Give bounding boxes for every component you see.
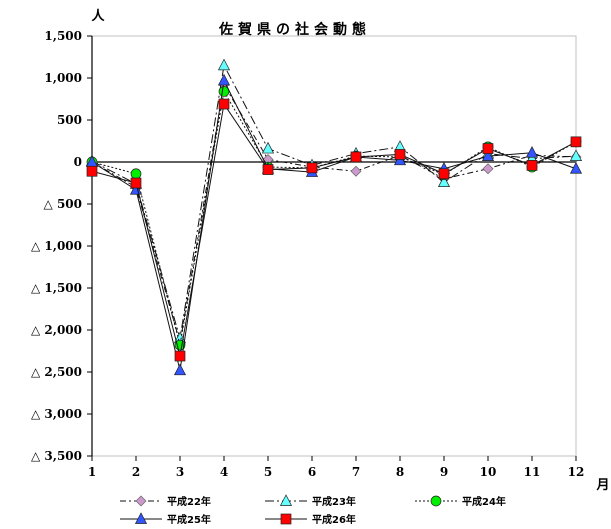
data-point	[261, 141, 275, 154]
data-point	[306, 162, 318, 174]
legend-label: 平成26年	[312, 513, 356, 526]
data-point	[569, 149, 583, 161]
data-point	[174, 350, 186, 362]
x-tick-label: 9	[440, 465, 448, 479]
series-5	[86, 98, 582, 362]
y-tick-label: △ 3,500	[31, 449, 82, 463]
y-tick-label: △ 1,500	[31, 281, 82, 295]
y-tick-label: △ 2,500	[31, 365, 82, 379]
series-line	[91, 90, 577, 346]
data-point	[394, 149, 406, 160]
y-tick-label: 0	[74, 155, 82, 169]
legend-item: 平成23年	[265, 494, 356, 508]
y-tick-label: △ 2,000	[31, 323, 82, 337]
y-ticks: 1,500 1,000 500 0 △ 500 △ 1,000 △ 1,500 △ 2,000…	[31, 29, 92, 463]
series-line	[91, 78, 577, 371]
legend-marker	[135, 495, 147, 507]
x-tick-label: 5	[264, 465, 272, 479]
y-tick-label: 1,000	[44, 71, 82, 85]
legend-label: 平成23年	[312, 495, 356, 508]
legend-label: 平成22年	[167, 495, 211, 508]
series-layer	[85, 58, 583, 376]
y-unit-label: 人	[91, 8, 105, 24]
legend-item: 平成26年	[265, 513, 356, 526]
y-tick-label: 1,500	[44, 29, 82, 43]
x-tick-label: 11	[524, 465, 541, 479]
data-point	[217, 73, 231, 86]
data-point	[129, 182, 143, 195]
y-tick-label: △ 1,000	[31, 239, 82, 253]
data-point	[570, 136, 582, 148]
y-tick-label: △ 500	[44, 197, 82, 211]
data-point	[86, 165, 98, 177]
data-point	[130, 177, 142, 189]
data-point	[350, 165, 362, 177]
x-tick-label: 8	[396, 465, 404, 479]
x-tick-label: 2	[132, 465, 140, 479]
data-point	[130, 168, 142, 180]
x-tick-label: 1	[88, 465, 96, 479]
plot-area	[91, 35, 577, 457]
legend-label: 平成24年	[462, 495, 506, 508]
data-point	[481, 149, 495, 161]
data-point	[437, 175, 451, 188]
legend-item: 平成24年	[415, 495, 506, 508]
x-tick-label: 10	[480, 465, 497, 479]
y-tick-label: △ 3,000	[31, 407, 82, 421]
data-point	[218, 98, 230, 110]
legend-marker	[280, 513, 292, 525]
data-point	[173, 363, 187, 376]
series-line	[91, 63, 577, 339]
x-tick-label: 12	[568, 465, 585, 479]
x-tick-label: 7	[352, 465, 360, 479]
x-unit-label: 月	[595, 478, 609, 493]
series-line	[91, 102, 577, 357]
data-point	[525, 146, 539, 158]
legend-marker	[279, 494, 293, 506]
x-tick-label: 3	[176, 465, 184, 479]
data-point	[438, 168, 450, 180]
x-tick-label: 6	[308, 465, 316, 479]
data-point	[569, 161, 583, 174]
y-tick-label: 500	[57, 113, 82, 127]
legend-label: 平成25年	[167, 513, 211, 526]
data-point	[217, 58, 231, 71]
x-tick-label: 4	[220, 465, 228, 479]
legend-marker	[134, 512, 148, 524]
legend-marker	[430, 495, 442, 507]
data-point	[526, 160, 538, 171]
chart-title: 佐賀県の社会動態	[218, 21, 371, 38]
x-ticks: 1 2 3 4 5 6 7 8 9 10 11 12	[88, 456, 585, 479]
legend-item: 平成25年	[120, 512, 211, 526]
data-point	[482, 163, 494, 175]
data-point	[350, 151, 362, 163]
data-point	[262, 164, 274, 175]
legend-item: 平成22年	[120, 495, 211, 508]
data-point	[482, 143, 494, 154]
